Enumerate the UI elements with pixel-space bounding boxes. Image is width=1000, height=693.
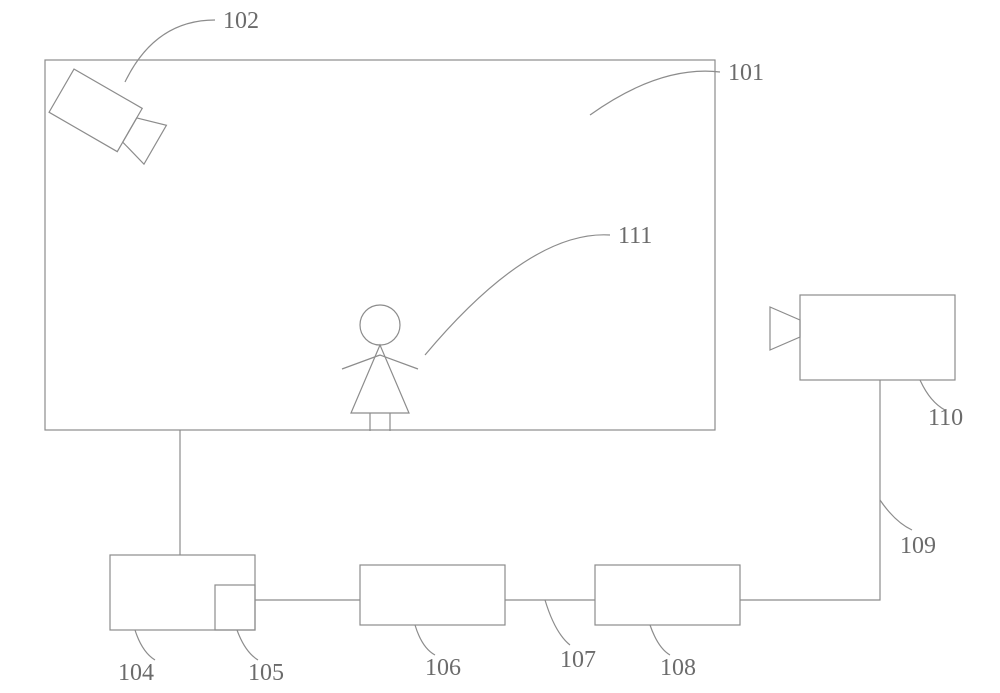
camera-right-body-110-body: [800, 295, 955, 380]
box-104-104: [110, 555, 255, 630]
label-110: 110: [928, 405, 963, 431]
label-109: 109: [900, 533, 936, 559]
label-108: 108: [660, 655, 696, 681]
box-108-108: [595, 565, 740, 625]
camera-top-left: [49, 69, 168, 166]
person-figure: [342, 305, 418, 431]
leader-107: [545, 600, 570, 645]
main-area-101: [45, 60, 715, 430]
leader-106: [415, 625, 435, 655]
box-106-106: [360, 565, 505, 625]
label-106: 106: [425, 655, 461, 681]
label-111: 111: [618, 223, 652, 249]
leader-104: [135, 630, 155, 660]
label-107: 107: [560, 647, 596, 673]
leader-101: [590, 71, 720, 115]
leader-102: [125, 20, 215, 82]
camera-right-lens-110-lens: [770, 307, 800, 350]
label-105: 105: [248, 660, 284, 686]
leader-111: [425, 235, 610, 355]
box-105-inner-105: [215, 585, 255, 630]
leader-105: [237, 630, 258, 660]
leader-109: [880, 500, 912, 530]
edge-108-110: [740, 380, 880, 600]
technical-diagram: 101 102 104 105 106 107 108 109 110 111: [0, 0, 1000, 693]
label-102: 102: [223, 8, 259, 34]
label-104: 104: [118, 660, 154, 686]
leader-108: [650, 625, 670, 655]
label-101: 101: [728, 60, 764, 86]
